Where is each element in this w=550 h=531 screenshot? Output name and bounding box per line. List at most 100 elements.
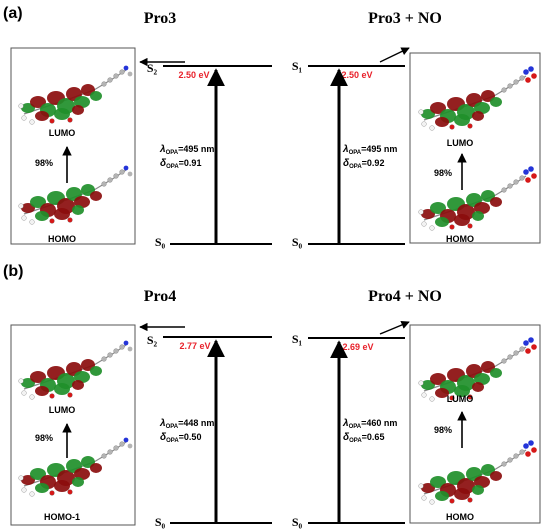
atom bbox=[507, 457, 513, 463]
orbital-box bbox=[409, 324, 541, 524]
amine-atom bbox=[127, 71, 133, 77]
no-group-atom bbox=[525, 77, 531, 83]
atom bbox=[449, 395, 455, 401]
orbital-lobe bbox=[472, 211, 484, 221]
atom bbox=[421, 495, 427, 501]
orbital-lobe bbox=[490, 471, 502, 481]
diagram-title: Pro3 + NO bbox=[368, 10, 442, 27]
orbital-lobe bbox=[454, 114, 470, 126]
atom bbox=[429, 396, 435, 402]
orbital-lobe bbox=[72, 380, 84, 390]
no-group-atom bbox=[525, 177, 531, 183]
orbital-lobe bbox=[21, 203, 35, 213]
no-group-atom bbox=[523, 69, 529, 75]
atom bbox=[507, 354, 513, 360]
no-group-atom bbox=[525, 348, 531, 354]
amine-atom bbox=[123, 65, 129, 71]
no-group-atom bbox=[531, 447, 537, 453]
atom bbox=[49, 218, 55, 224]
ground-state-label: S₀ bbox=[292, 515, 303, 529]
orbital-lobe bbox=[490, 368, 502, 378]
atom bbox=[67, 392, 73, 398]
no-group-atom bbox=[528, 440, 534, 446]
orbital-lobe bbox=[54, 383, 70, 395]
atom bbox=[519, 346, 525, 352]
orbital-lobe bbox=[54, 208, 70, 220]
atom bbox=[513, 453, 519, 459]
excited-state-label: S₁ bbox=[292, 59, 303, 73]
atom bbox=[429, 499, 435, 505]
atom bbox=[21, 390, 27, 396]
atom bbox=[119, 69, 125, 75]
orbital-lobe bbox=[435, 388, 449, 398]
pointer-arrow bbox=[379, 47, 410, 63]
orbital-lobe bbox=[90, 366, 102, 376]
orbital-lobe bbox=[421, 209, 435, 219]
panel-letter-b: (b) bbox=[3, 263, 23, 280]
atom bbox=[418, 109, 424, 115]
orbital-lobe bbox=[30, 196, 46, 208]
delta-opa: δOPA=0.65 bbox=[343, 432, 384, 444]
atom bbox=[421, 121, 427, 127]
amine-atom bbox=[123, 437, 129, 443]
orbital-lobe bbox=[72, 477, 84, 487]
diagram-pro3: Pro3 LUMO 98% HOMO S₂ 2.50 eV λOPA=495 n… bbox=[10, 10, 272, 249]
homo-orbital-image bbox=[18, 437, 133, 497]
lower-orbital-label: HOMO bbox=[446, 512, 474, 522]
no-group-atom bbox=[528, 166, 534, 172]
atom bbox=[49, 490, 55, 496]
atom bbox=[29, 491, 35, 497]
orbital-lobe bbox=[472, 111, 484, 121]
diagram-title: Pro4 + NO bbox=[368, 288, 442, 305]
orbital-lobe bbox=[430, 202, 446, 214]
lambda-opa: λOPA=495 nm bbox=[159, 144, 214, 156]
orbital-box bbox=[10, 47, 136, 245]
atom bbox=[21, 115, 27, 121]
excited-state-label: S₁ bbox=[292, 332, 303, 346]
lumo-orbital-image bbox=[18, 65, 133, 125]
orbital-lobe bbox=[435, 217, 449, 227]
orbital-lobe bbox=[35, 111, 49, 121]
lambda-opa: λOPA=448 nm bbox=[159, 418, 214, 430]
atom bbox=[507, 183, 513, 189]
atom bbox=[418, 483, 424, 489]
homo-orbital-image bbox=[418, 166, 537, 231]
orbital-box bbox=[409, 52, 541, 244]
atom bbox=[18, 103, 24, 109]
orbital-lobe bbox=[30, 468, 46, 480]
atom bbox=[418, 380, 424, 386]
atom bbox=[29, 219, 35, 225]
atom bbox=[101, 181, 107, 187]
atom bbox=[501, 187, 507, 193]
atom bbox=[107, 177, 113, 183]
orbital-lobe bbox=[430, 373, 446, 385]
atom bbox=[467, 394, 473, 400]
orbital-lobe bbox=[472, 382, 484, 392]
amine-atom bbox=[127, 346, 133, 352]
amine-atom bbox=[123, 340, 129, 346]
lumo-orbital-image bbox=[418, 337, 537, 402]
atom bbox=[513, 79, 519, 85]
atom bbox=[519, 449, 525, 455]
excitation-energy: 2.77 eV bbox=[179, 341, 210, 351]
amine-atom bbox=[127, 171, 133, 177]
atom bbox=[29, 119, 35, 125]
excited-state-label: S₂ bbox=[147, 333, 158, 347]
panel-letter-a: (a) bbox=[3, 5, 23, 22]
atom bbox=[519, 175, 525, 181]
transition-percent: 98% bbox=[434, 425, 452, 435]
diagram-pro4: Pro4 LUMO 98% HOMO-1 S₂ 2.77 eV λOPA=448… bbox=[10, 288, 272, 529]
orbital-lobe bbox=[490, 197, 502, 207]
orbital-lobe bbox=[35, 211, 49, 221]
atom bbox=[49, 118, 55, 124]
atom bbox=[429, 125, 435, 131]
lambda-opa: λOPA=495 nm bbox=[342, 144, 397, 156]
no-group-atom bbox=[531, 173, 537, 179]
orbital-lobe bbox=[54, 480, 70, 492]
ground-state-label: S₀ bbox=[155, 515, 166, 529]
excitation-energy: 2.50 eV bbox=[178, 70, 209, 80]
atom bbox=[49, 393, 55, 399]
atom bbox=[107, 352, 113, 358]
atom bbox=[421, 392, 427, 398]
ground-state-label: S₀ bbox=[292, 235, 303, 249]
